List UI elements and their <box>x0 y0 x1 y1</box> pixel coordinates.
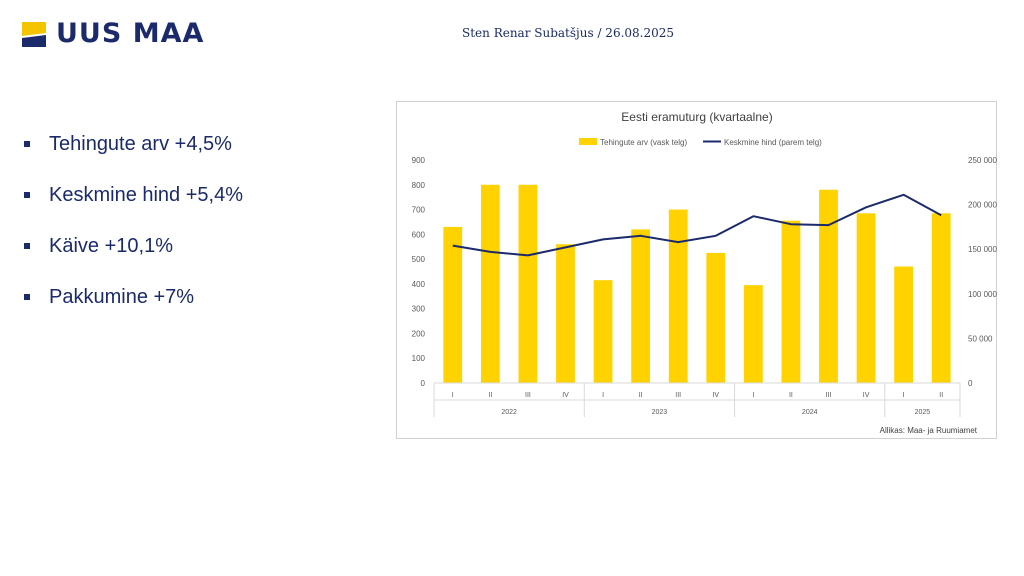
y-left-tick-label: 600 <box>412 230 426 239</box>
y-right-tick-label: 100 000 <box>968 290 997 299</box>
bullet-text: Käive +10,1% <box>49 234 173 257</box>
bullet-text: Pakkumine +7% <box>49 285 195 308</box>
bullet-item: Käive +10,1% <box>24 232 243 260</box>
bar <box>931 213 951 383</box>
x-tick-label: III <box>826 392 832 399</box>
source-note: Allikas: Maa- ja Ruumiamet <box>880 426 978 435</box>
x-group-label: 2024 <box>802 409 818 416</box>
bullet-icon <box>24 294 30 300</box>
x-tick-label: I <box>903 392 905 399</box>
x-tick-label: IV <box>712 392 719 399</box>
bullet-icon <box>24 243 30 249</box>
y-left-tick-label: 300 <box>412 305 426 314</box>
bullet-icon <box>24 192 30 198</box>
bar <box>518 184 538 383</box>
chart-legend: Tehingute arv (vask telg) Keskmine hind … <box>579 138 822 147</box>
bar <box>668 209 688 383</box>
y-left-tick-label: 500 <box>412 255 426 264</box>
bullet-item: Tehingute arv +4,5% <box>24 130 243 158</box>
bar <box>593 280 613 383</box>
chart-panel: Eesti eramuturg (kvartaalne) Tehingute a… <box>396 101 997 439</box>
price-line <box>452 193 942 257</box>
logo-mark-icon <box>22 21 46 47</box>
x-tick-label: III <box>675 392 681 399</box>
bar <box>819 189 838 383</box>
x-tick-label: I <box>452 392 454 399</box>
x-tick-label: III <box>525 392 531 399</box>
x-group-label: 2025 <box>915 409 931 416</box>
bullet-icon <box>24 141 30 147</box>
brand-name: UUS MAA <box>56 18 205 49</box>
bar <box>631 229 651 383</box>
y-left-tick-label: 0 <box>421 379 426 388</box>
x-group-label: 2022 <box>501 409 517 416</box>
x-tick-label: IV <box>562 392 569 399</box>
bar <box>856 213 876 383</box>
x-tick-label: II <box>789 392 793 399</box>
y-right-tick-label: 150 000 <box>968 245 997 254</box>
x-group-label: 2023 <box>652 409 668 416</box>
bar <box>894 266 914 383</box>
legend-label-bars: Tehingute arv (vask telg) <box>600 138 687 147</box>
legend-swatch-bars <box>579 138 597 145</box>
bar <box>743 285 763 383</box>
y-right-tick-label: 0 <box>968 379 973 388</box>
y-left-tick-label: 200 <box>412 329 426 338</box>
bullet-text: Keskmine hind +5,4% <box>49 183 244 206</box>
x-tick-label: IV <box>863 392 870 399</box>
y-right-tick-label: 50 000 <box>968 334 993 343</box>
y-left-tick-label: 900 <box>412 156 426 165</box>
bar <box>706 252 726 383</box>
chart-title: Eesti eramuturg (kvartaalne) <box>621 110 772 124</box>
bullet-item: Keskmine hind +5,4% <box>24 181 243 209</box>
brand-logo: UUS MAA <box>22 20 204 48</box>
chart: Eesti eramuturg (kvartaalne) Tehingute a… <box>412 110 998 435</box>
x-tick-label: II <box>639 392 643 399</box>
y-left-tick-label: 400 <box>412 280 426 289</box>
bar <box>556 244 575 383</box>
plot-area: 0 100 200 300 400 500 600 700 800 900 0 50 000 100 0… <box>412 156 997 417</box>
bullet-text: Tehingute arv +4,5% <box>49 132 232 155</box>
y-right-tick-label: 200 000 <box>968 201 997 210</box>
author-line: Sten Renar Subatšjus / 26.08.2025 <box>462 26 675 40</box>
legend-label-line: Keskmine hind (parem telg) <box>724 138 822 147</box>
bar <box>781 220 801 383</box>
y-left-tick-label: 700 <box>412 206 426 215</box>
bar <box>480 184 500 383</box>
y-right-tick-label: 250 000 <box>968 156 997 165</box>
x-tick-label: II <box>488 392 492 399</box>
bullet-list: Tehingute arv +4,5% Keskmine hind +5,4% … <box>24 130 243 334</box>
x-tick-label: I <box>602 392 604 399</box>
bullet-item: Pakkumine +7% <box>24 283 243 311</box>
y-left-tick-label: 100 <box>412 354 426 363</box>
bar <box>443 226 463 383</box>
x-tick-label: I <box>752 392 754 399</box>
y-left-tick-label: 800 <box>412 181 426 190</box>
x-tick-label: II <box>939 392 943 399</box>
